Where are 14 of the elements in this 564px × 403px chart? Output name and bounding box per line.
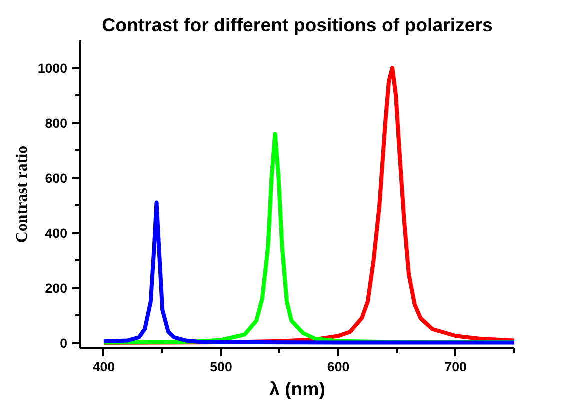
x-tick-label: 500 (210, 360, 232, 374)
y-tick-label: 0 (60, 336, 68, 351)
chart-title: Contrast for different positions of polarizers (102, 14, 493, 36)
y-tick-label: 1000 (38, 61, 68, 76)
x-tick-label: 600 (327, 360, 350, 374)
y-axis-title: Contrast ratio (14, 146, 31, 244)
x-axis-title: λ (nm) (270, 378, 326, 400)
y-tick-label: 400 (45, 226, 68, 241)
x-tick-label: 700 (444, 360, 467, 374)
y-tick-label: 200 (45, 281, 68, 296)
line-series (102, 200, 514, 345)
y-tick-label: 800 (45, 116, 68, 131)
x-tick-label: 400 (92, 360, 116, 374)
y-tick-label: 600 (45, 171, 68, 186)
